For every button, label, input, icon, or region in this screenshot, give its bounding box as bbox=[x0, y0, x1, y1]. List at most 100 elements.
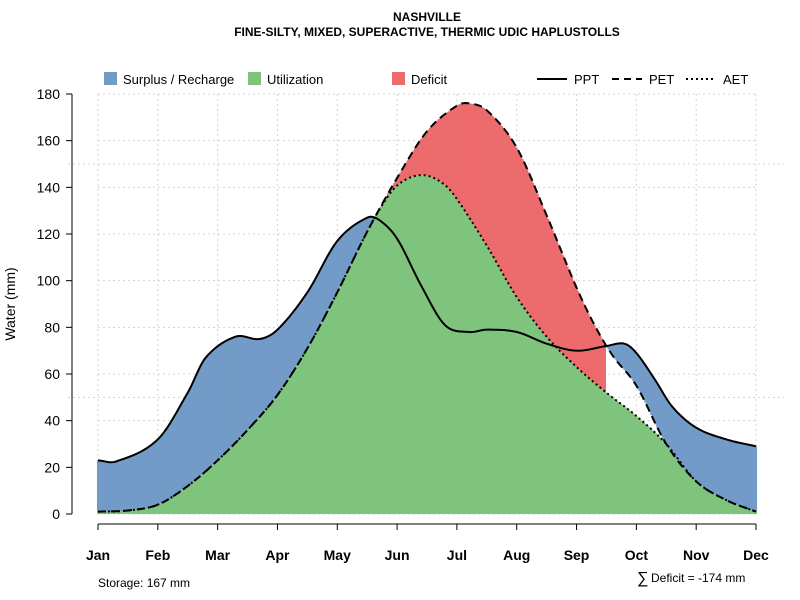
utilization-strip bbox=[105, 511, 109, 514]
y-tick-label: 120 bbox=[37, 226, 61, 242]
utilization-strip bbox=[639, 419, 642, 514]
utilization-strip bbox=[321, 321, 324, 514]
surplus-strip bbox=[717, 437, 720, 497]
utilization-strip bbox=[562, 354, 565, 514]
surplus-strip bbox=[651, 376, 654, 419]
surplus-strip bbox=[744, 444, 747, 508]
deficit-strip bbox=[481, 107, 484, 239]
x-tick-label: May bbox=[324, 547, 351, 563]
surplus-strip bbox=[158, 437, 161, 505]
utilization-strip bbox=[315, 332, 318, 514]
surplus-strip bbox=[315, 277, 318, 333]
utilization-strip bbox=[141, 508, 144, 514]
surplus-strip bbox=[201, 361, 204, 474]
utilization-strip bbox=[588, 378, 592, 514]
utilization-strip bbox=[162, 501, 165, 514]
surplus-strip bbox=[669, 404, 672, 451]
surplus-strip bbox=[710, 434, 713, 493]
utilization-strip bbox=[428, 176, 432, 515]
surplus-strip bbox=[147, 446, 150, 508]
legend-swatch-surplus bbox=[104, 72, 117, 85]
utilization-strip bbox=[282, 386, 285, 514]
deficit-strip bbox=[594, 327, 598, 385]
deficit-strip bbox=[541, 204, 544, 332]
surplus-strip bbox=[276, 329, 279, 395]
surplus-strip bbox=[110, 462, 113, 512]
surplus-strip bbox=[748, 445, 752, 510]
utilization-strip bbox=[259, 415, 263, 514]
surplus-strip bbox=[304, 294, 307, 351]
utilization-strip bbox=[123, 510, 126, 514]
utilization-strip bbox=[261, 413, 264, 514]
utilization-strip bbox=[355, 252, 358, 514]
utilization-strip bbox=[581, 372, 584, 514]
surplus-strip bbox=[668, 402, 671, 449]
x-tick-label: Mar bbox=[205, 547, 230, 563]
surplus-strip bbox=[340, 235, 343, 284]
deficit-strip bbox=[596, 330, 599, 386]
utilization-strip bbox=[475, 228, 478, 514]
deficit-strip bbox=[535, 190, 538, 324]
surplus-strip bbox=[731, 441, 734, 503]
utilization-strip bbox=[638, 418, 641, 514]
utilization-strip bbox=[318, 326, 321, 514]
utilization-strip bbox=[156, 504, 159, 514]
utilization-strip bbox=[729, 502, 732, 514]
deficit-strip bbox=[603, 343, 607, 392]
deficit-strip bbox=[454, 106, 457, 197]
utilization-strip bbox=[497, 266, 500, 514]
surplus-strip bbox=[656, 383, 659, 428]
surplus-strip bbox=[695, 427, 698, 482]
utilization-strip bbox=[500, 271, 503, 514]
utilization-strip bbox=[203, 472, 206, 514]
deficit-strip bbox=[529, 175, 532, 317]
utilization-strip bbox=[440, 182, 444, 514]
surplus-strip bbox=[224, 341, 227, 454]
surplus-strip bbox=[253, 339, 257, 422]
deficit-strip bbox=[599, 335, 602, 388]
utilization-strip bbox=[340, 283, 343, 514]
deficit-strip bbox=[539, 201, 542, 330]
deficit-strip bbox=[572, 280, 575, 365]
deficit-strip bbox=[591, 322, 595, 382]
x-tick-label: Jan bbox=[86, 547, 110, 563]
surplus-strip bbox=[641, 360, 644, 397]
deficit-strip bbox=[469, 103, 472, 220]
utilization-strip bbox=[164, 501, 167, 514]
utilization-strip bbox=[122, 510, 125, 514]
surplus-strip bbox=[271, 333, 275, 401]
utilization-strip bbox=[431, 177, 435, 514]
surplus-strip bbox=[614, 343, 617, 360]
utilization-strip bbox=[442, 183, 445, 514]
deficit-strip bbox=[491, 116, 494, 256]
deficit-strip bbox=[532, 182, 535, 321]
deficit-strip bbox=[581, 300, 584, 373]
deficit-strip bbox=[403, 165, 406, 181]
x-tick-label: Feb bbox=[145, 547, 170, 563]
deficit-strip bbox=[568, 270, 571, 360]
surplus-strip bbox=[300, 300, 303, 359]
utilization-strip bbox=[96, 511, 100, 514]
utilization-strip bbox=[378, 210, 381, 514]
utilization-strip bbox=[379, 207, 382, 515]
utilization-strip bbox=[233, 444, 236, 514]
surplus-strip bbox=[265, 336, 269, 409]
surplus-strip bbox=[611, 344, 614, 356]
utilization-strip bbox=[180, 490, 183, 514]
utilization-strip bbox=[185, 487, 188, 514]
utilization-strip bbox=[397, 184, 400, 514]
utilization-strip bbox=[502, 274, 505, 514]
x-tick-label: Oct bbox=[625, 547, 649, 563]
surplus-strip bbox=[683, 418, 686, 469]
surplus-strip bbox=[739, 443, 743, 507]
deficit-strip bbox=[427, 129, 430, 177]
surplus-strip bbox=[233, 337, 236, 445]
utilization-strip bbox=[526, 312, 529, 514]
utilization-strip bbox=[566, 358, 569, 514]
utilization-strip bbox=[271, 400, 275, 514]
surplus-strip bbox=[687, 422, 690, 474]
deficit-strip bbox=[464, 103, 467, 213]
utilization-strip bbox=[134, 509, 137, 514]
utilization-strip bbox=[524, 310, 527, 514]
deficit-strip bbox=[424, 133, 427, 176]
